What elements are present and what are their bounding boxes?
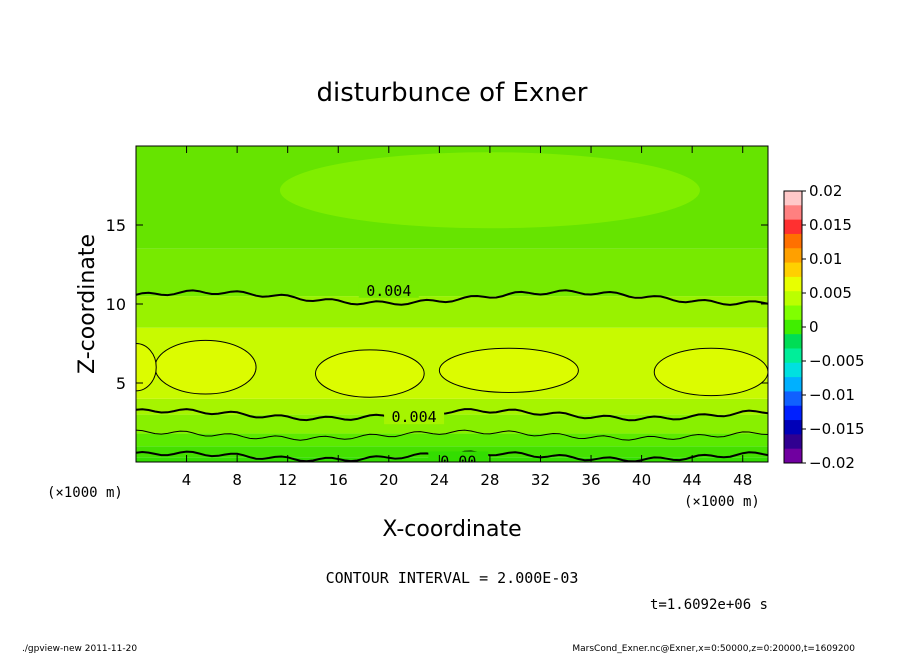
contour-label: 0.004 [366,282,411,300]
colorbar-swatch [784,319,802,335]
chart-title: disturbunce of Exner [317,78,588,108]
colorbar-swatch [784,233,802,249]
x-tick-label: 44 [683,471,702,489]
contour-line [136,429,768,441]
contour-blob [314,349,425,398]
contour-band [136,398,768,415]
colorbar-tick-label: −0.015 [809,420,865,438]
colorbar-tick-label: −0.02 [809,454,855,472]
colorbar-swatch [784,420,802,435]
colorbar-swatch [784,219,802,235]
y-axis-label: Z-coordinate [75,234,100,374]
contour-band [136,414,768,434]
x-axis-label: X-coordinate [382,517,521,542]
colorbar-swatch [784,434,802,450]
colorbar-tick-label: −0.005 [809,352,865,370]
contour-line [136,289,768,306]
contour-label-bg [358,280,419,298]
colorbar [783,190,803,464]
x-tick-label: 36 [581,471,600,489]
contour-blob [653,347,768,397]
colorbar-swatch [784,305,802,321]
y-tick-label: 5 [116,374,126,393]
x-unit-left: (×1000 m) [47,485,123,501]
colorbar-swatch [784,405,802,421]
colorbar-tick-label: 0.01 [809,250,842,268]
colorbar-swatch [784,348,802,364]
x-tick-label: 24 [430,471,449,489]
x-tick-label: 12 [278,471,297,489]
plot-area: 0.004 0.004 0.00 [136,146,768,470]
contour-label-bg [384,407,445,425]
time-label: t=1.6092e+06 s [650,597,768,613]
colorbar-tick-label: 0.02 [809,182,842,200]
y-tick-label: 10 [106,295,126,314]
x-tick-label: 40 [632,471,651,489]
contour-band [136,248,768,297]
contour-label-bg [428,451,489,462]
contour-blob [154,339,257,395]
colorbar-swatch [784,205,802,221]
y-axis-ticks: 5 10 15 [106,216,768,393]
colorbar-swatch [784,191,802,206]
x-unit-right: (×1000 m) [684,494,760,510]
x-tick-label: 16 [329,471,348,489]
x-tick-label: 28 [480,471,499,489]
x-axis-ticks: 4 8 12 16 20 24 28 32 36 40 44 48 [182,146,752,489]
contour-blob [438,347,579,393]
colorbar-swatch [784,262,802,278]
colorbar-swatch [784,377,802,392]
colorbar-swatch [784,291,802,307]
colorbar-tick-label: 0.005 [809,284,852,302]
colorbar-swatch [784,334,802,349]
footer-left: ./gpview-new 2011-11-20 [22,644,137,654]
x-tick-label: 32 [531,471,550,489]
colorbar-swatch [784,248,802,264]
x-tick-label: 20 [379,471,398,489]
contour-interval-text: CONTOUR INTERVAL = 2.000E-03 [326,569,579,587]
x-tick-label: 4 [182,471,192,489]
contour-patch [279,152,700,229]
colorbar-ticks: 0.02 0.015 0.01 0.005 0 −0.005 −0.01 −0.015 −0.0… [802,182,865,472]
contour-label: 0.004 [392,408,437,426]
x-tick-label: 48 [733,471,752,489]
colorbar-swatch [784,448,802,464]
colorbar-tick-label: 0.015 [809,216,852,234]
colorbar-swatch [784,276,802,292]
contour-label: 0.00 [440,452,476,470]
y-tick-label: 15 [106,216,126,235]
colorbar-tick-label: 0 [809,318,819,336]
footer-right: MarsCond_Exner.nc@Exner,x=0:50000,z=0:20… [572,644,855,654]
contour-line [136,408,768,422]
colorbar-swatch [784,391,802,407]
colorbar-swatch [784,362,802,378]
x-tick-label: 8 [232,471,242,489]
colorbar-tick-label: −0.01 [809,386,855,404]
